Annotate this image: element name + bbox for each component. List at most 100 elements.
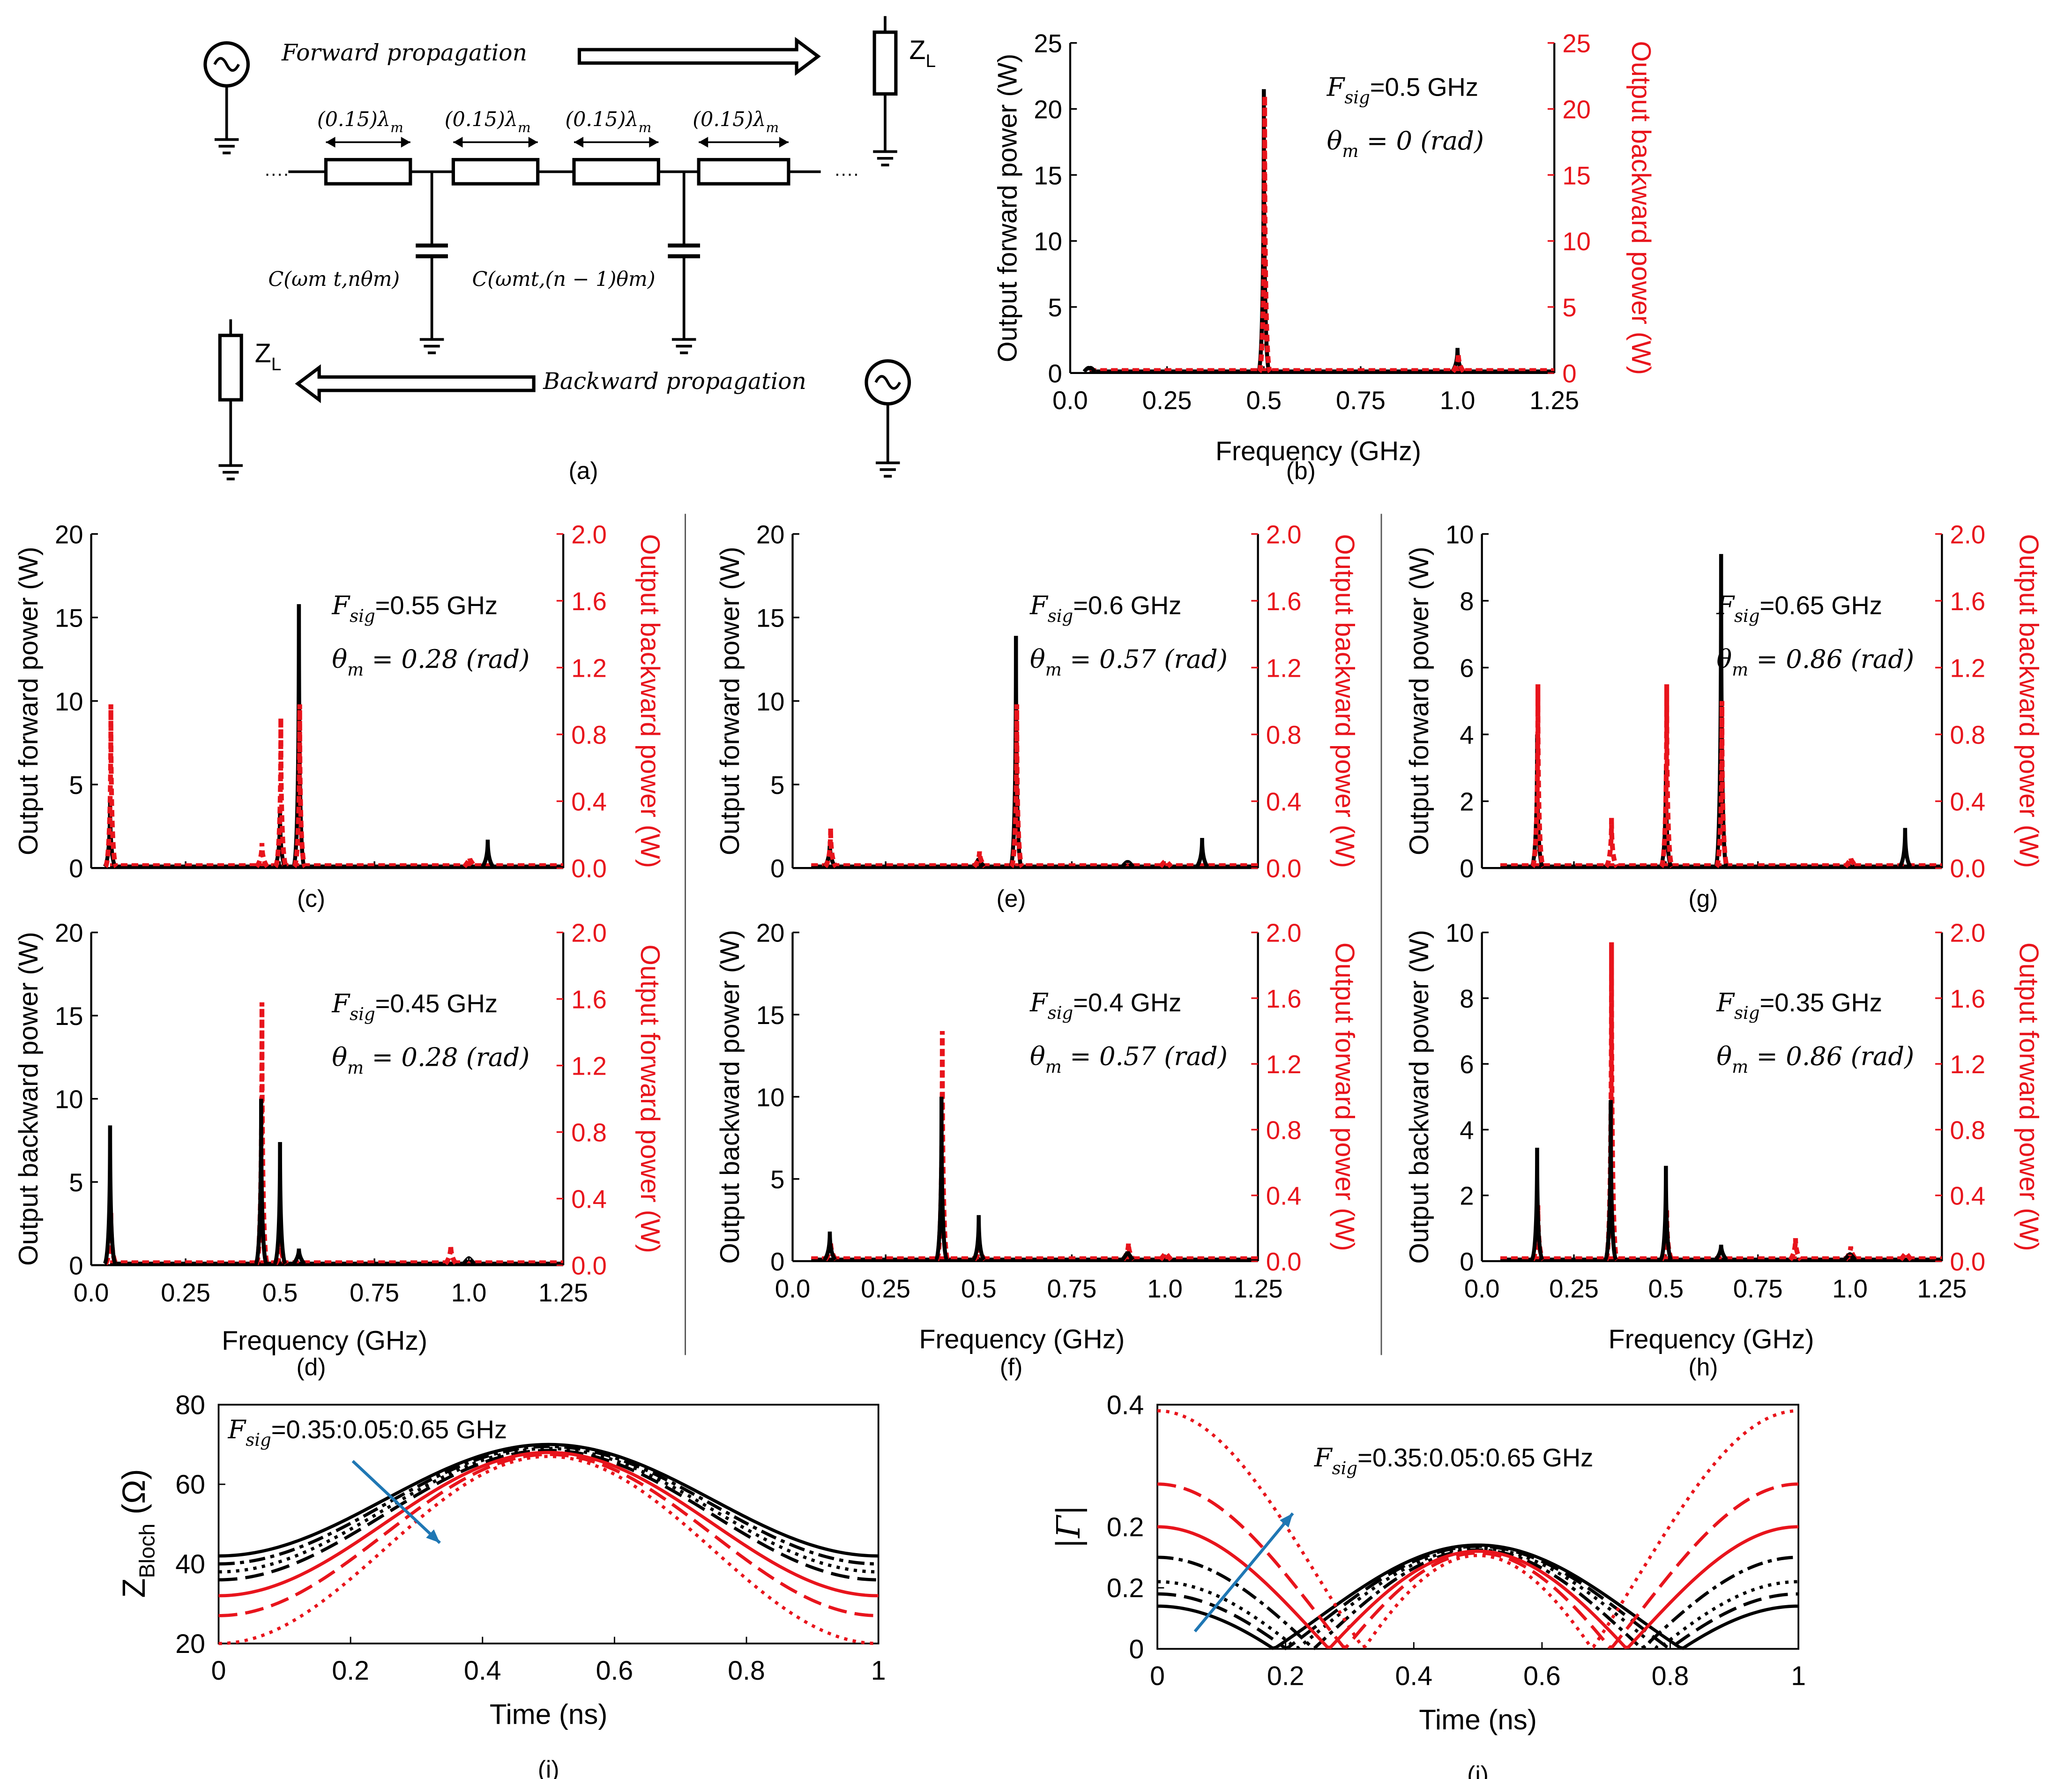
y2-tick-label: 0.0 bbox=[1950, 1248, 1986, 1276]
y-tick-label: 15 bbox=[1034, 161, 1062, 190]
load-label-main: Z bbox=[909, 35, 926, 65]
x-tick-label: 0.5 bbox=[961, 1274, 997, 1303]
backward-peak bbox=[443, 1245, 458, 1265]
fsig-annotation-sub: sig bbox=[1734, 1003, 1759, 1023]
load-label-main: Z bbox=[255, 338, 271, 368]
x-axis-label: Frequency (GHz) bbox=[919, 1324, 1125, 1354]
y2-tick-label: 0.8 bbox=[571, 1119, 607, 1147]
forward-peak bbox=[1843, 1252, 1857, 1261]
forward-label: Forward propagation bbox=[281, 40, 527, 66]
y-tick-label: 8 bbox=[1460, 985, 1474, 1013]
forward-peak bbox=[1195, 838, 1209, 868]
theta-annotation-main: θ bbox=[332, 644, 347, 674]
segment-label: (0.15)λm bbox=[693, 108, 779, 135]
y-tick-label: 4 bbox=[1460, 1116, 1474, 1144]
backward-peak bbox=[254, 1002, 270, 1265]
x-tick-label: 0.0 bbox=[1052, 386, 1088, 415]
y2-tick-label: 0.4 bbox=[1266, 1182, 1302, 1211]
fsig-range-annotation-rest: =0.35:0.05:0.65 GHz bbox=[1357, 1443, 1593, 1472]
forward-peak bbox=[1082, 366, 1097, 373]
chart-c: 0 5 10 15 20 0.0 0.4 0.8 1.2 1.6 2.0 Output forward… bbox=[14, 520, 665, 912]
x-tick-label: 0.25 bbox=[1549, 1274, 1599, 1303]
y2-tick-label: 1.2 bbox=[1950, 1050, 1986, 1079]
y-tick-label: 10 bbox=[756, 688, 784, 716]
y2-tick-label: 0.8 bbox=[1950, 721, 1986, 749]
fsig-annotation-rest: =0.5 GHz bbox=[1370, 73, 1478, 101]
sine-icon bbox=[874, 375, 902, 390]
y-tick-label: 0 bbox=[770, 854, 784, 883]
y-tick-label: 0 bbox=[69, 1252, 83, 1280]
y-tick-label: 5 bbox=[1048, 293, 1062, 322]
x-tick-label: 0 bbox=[211, 1656, 226, 1686]
chart-f: 0 5 10 15 20 0.0 0.4 0.8 1.2 1.6 2.0 0.0 0.25 0.5 0.75… bbox=[715, 919, 1360, 1381]
fsig-range-annotation-rest: =0.35:0.05:0.65 GHz bbox=[271, 1415, 507, 1444]
theta-annotation-sub: m bbox=[1045, 659, 1062, 680]
x-tick-label: 1 bbox=[871, 1656, 886, 1686]
chart-g: 0 2 4 6 8 10 0.0 0.4 0.8 1.2 1.6 2.0 Output forward … bbox=[1404, 520, 2043, 912]
theta-annotation: θm = 0.57 (rad) bbox=[1030, 1041, 1228, 1076]
y-tick-label: 5 bbox=[69, 1168, 83, 1197]
y-axis-label: ZBloch (Ω) bbox=[116, 1469, 159, 1598]
y-tick-label: 20 bbox=[55, 919, 83, 948]
y-tick-label: 2 bbox=[1460, 788, 1474, 816]
x-tick-label: 0.0 bbox=[74, 1278, 109, 1307]
series-line bbox=[1157, 1548, 1799, 1651]
series-line bbox=[218, 1455, 879, 1645]
x-tick-label: 1 bbox=[1791, 1661, 1806, 1691]
fsig-annotation-rest: =0.4 GHz bbox=[1073, 988, 1181, 1017]
y2-tick-label: 15 bbox=[1562, 161, 1590, 190]
x-axis-label: Frequency (GHz) bbox=[1215, 436, 1421, 466]
segment-label: (0.15)λm bbox=[445, 108, 531, 135]
fsig-range-annotation-sub: sig bbox=[246, 1430, 271, 1450]
x-tick-label: 0.5 bbox=[262, 1278, 298, 1307]
y2-tick-label: 1.2 bbox=[1266, 654, 1302, 683]
y-tick-label: 15 bbox=[756, 604, 784, 633]
y-tick-label: 60 bbox=[175, 1470, 205, 1500]
line-segment bbox=[451, 158, 540, 186]
theta-annotation-rest: = 0.28 (rad) bbox=[364, 644, 529, 674]
fsig-range-annotation-main: F bbox=[228, 1415, 247, 1444]
x-axis-label: Time (ns) bbox=[490, 1699, 608, 1730]
series-line bbox=[1157, 1525, 1799, 1649]
fsig-annotation-sub: sig bbox=[350, 1004, 375, 1024]
backward-peak bbox=[1714, 701, 1729, 868]
y2-tick-label: 2.0 bbox=[571, 520, 607, 549]
y2-tick-label: 0.0 bbox=[571, 854, 607, 883]
arrowhead bbox=[574, 137, 584, 148]
y-tick-label: 0 bbox=[69, 854, 83, 883]
y2-axis-label: Output forward power (W) bbox=[635, 944, 665, 1253]
line-segment bbox=[572, 158, 660, 186]
x-axis-label: Time (ns) bbox=[1419, 1704, 1537, 1735]
caption-d: (d) bbox=[297, 1353, 326, 1380]
x-tick-label: 0.4 bbox=[1395, 1661, 1432, 1691]
theta-annotation-sub: m bbox=[347, 1058, 364, 1078]
arrowhead bbox=[326, 137, 335, 148]
caption-i: (i) bbox=[538, 1756, 559, 1779]
y2-axis-label: Output backward power (W) bbox=[1626, 41, 1656, 375]
fsig-range-annotation-main: F bbox=[1314, 1443, 1333, 1473]
x-tick-label: 0.75 bbox=[1336, 386, 1386, 415]
y2-tick-label: 0.0 bbox=[571, 1252, 607, 1280]
theta-annotation: θm = 0.57 (rad) bbox=[1030, 644, 1228, 680]
cap-label-n1: C(ωmt,(n − 1)θm) bbox=[472, 268, 655, 291]
backward-peak bbox=[972, 851, 987, 868]
fsig-annotation-main: F bbox=[1716, 591, 1735, 620]
segment-label-sub: m bbox=[518, 120, 531, 135]
backward-peak bbox=[1604, 818, 1619, 868]
forward-peak bbox=[1530, 1148, 1544, 1261]
fsig-annotation-main: F bbox=[1029, 591, 1049, 620]
y2-tick-label: 5 bbox=[1562, 293, 1576, 322]
backward-peak bbox=[1009, 704, 1025, 868]
y-tick-label: 5 bbox=[770, 1166, 784, 1194]
backward-arrow-icon bbox=[295, 364, 536, 404]
backward-peak bbox=[1158, 859, 1173, 868]
y-tick-label: 15 bbox=[756, 1001, 784, 1030]
fsig-annotation: Fsig=0.45 GHz bbox=[331, 989, 498, 1024]
y-tick-label: 6 bbox=[1460, 654, 1474, 683]
fsig-range-annotation: Fsig=0.35:0.05:0.65 GHz bbox=[228, 1415, 507, 1450]
y-tick-label: 5 bbox=[69, 771, 83, 800]
arrowhead bbox=[779, 137, 789, 148]
series-line bbox=[218, 1445, 879, 1566]
y2-tick-label: 0.8 bbox=[1266, 721, 1302, 749]
y2-tick-label: 1.6 bbox=[1950, 985, 1986, 1013]
